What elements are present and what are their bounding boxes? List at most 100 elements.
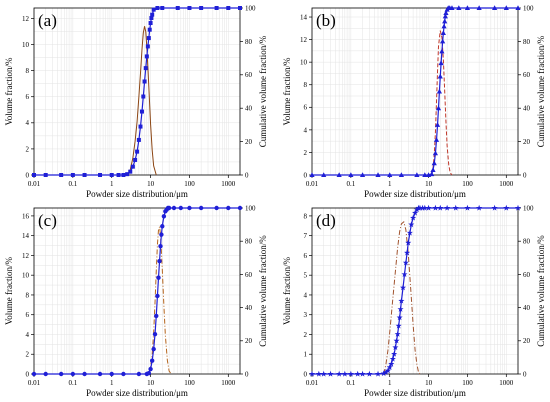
cumulative-point xyxy=(143,66,148,71)
cumulative-point xyxy=(336,370,343,377)
cumulative-point xyxy=(336,172,342,177)
chart-panel-2: 0.01 0.1 1 10 100 1000 0 2 4 6 8 10 12 14 16 0 20 40 60 80 1… xyxy=(4,204,268,398)
frequency-curve xyxy=(148,226,172,375)
y2-tick-label: 60 xyxy=(523,271,531,279)
cumulative-point xyxy=(464,5,471,10)
y-tick-label: 10 xyxy=(22,272,30,280)
x-tick-label: 1 xyxy=(388,180,392,188)
x-tick-label: 0.01 xyxy=(28,180,41,188)
y-tick-label: 16 xyxy=(22,212,30,220)
cumulative-point xyxy=(121,173,126,177)
cumulative-point xyxy=(432,204,439,211)
cumulative-point xyxy=(430,167,436,172)
y2-tick-label: 0 xyxy=(245,370,249,378)
cumulative-point xyxy=(109,371,114,377)
cumulative-point xyxy=(315,370,322,377)
cumulative-point xyxy=(158,243,163,249)
y2-tick-label: 80 xyxy=(245,38,253,46)
cumulative-point xyxy=(141,94,146,99)
y-axis-title: Volume fraction/% xyxy=(282,57,292,126)
cumulative-point xyxy=(327,370,334,377)
cumulative-point xyxy=(491,204,498,211)
cumulative-point xyxy=(386,364,393,370)
panel-letter: (d) xyxy=(316,211,336,230)
y-tick-label: 1 xyxy=(304,351,308,359)
x-tick-label: 100 xyxy=(184,180,195,188)
cumulative-point xyxy=(171,205,177,211)
cumulative-point xyxy=(440,38,446,44)
y-tick-label: 0 xyxy=(304,171,308,179)
cumulative-point xyxy=(308,370,316,377)
y2-tick-label: 40 xyxy=(523,105,531,113)
cumulative-point xyxy=(393,337,400,344)
cumulative-point xyxy=(178,205,184,211)
cumulative-point xyxy=(438,60,444,66)
y2-tick-label: 20 xyxy=(245,138,253,146)
panel-letter: (b) xyxy=(316,11,336,30)
y-axis-title: Volume fraction/% xyxy=(4,256,14,325)
cumulative-point xyxy=(157,258,162,264)
cumulative-point xyxy=(431,160,437,166)
x-tick-label: 1 xyxy=(388,379,392,387)
x-tick-label: 10 xyxy=(425,180,433,188)
cumulative-point xyxy=(402,259,409,266)
cumulative-point xyxy=(321,172,327,177)
grid xyxy=(311,208,519,375)
x-tick-label: 1 xyxy=(110,379,114,387)
cumulative-point xyxy=(149,358,155,363)
cumulative-point xyxy=(152,331,158,337)
x-tick-label: 1 xyxy=(110,180,114,188)
y-tick-label: 14 xyxy=(22,232,30,240)
y2-tick-label: 20 xyxy=(523,337,531,345)
cumulative-point xyxy=(439,48,445,54)
y-tick-label: 7 xyxy=(304,232,308,240)
cumulative-point xyxy=(421,204,428,211)
y-axis-title: Volume fraction/% xyxy=(282,256,292,325)
x-tick-label: 0.1 xyxy=(68,180,77,188)
cumulative-point xyxy=(388,360,395,367)
cumulative-point xyxy=(374,370,382,377)
y-tick-label: 8 xyxy=(304,212,308,220)
y-tick-label: 10 xyxy=(300,59,308,67)
cumulative-point xyxy=(166,205,172,211)
cumulative-point xyxy=(434,122,441,127)
cumulative-point xyxy=(399,284,407,291)
cumulative-point xyxy=(70,371,76,377)
y2-tick-label: 80 xyxy=(523,238,531,246)
cumulative-point xyxy=(128,169,133,174)
cumulative-point xyxy=(354,370,361,377)
y-tick-label: 2 xyxy=(304,331,308,339)
cumulative-point xyxy=(442,13,448,19)
plot-frame xyxy=(33,7,241,176)
y-tick-label: 6 xyxy=(304,252,308,260)
y-tick-label: 4 xyxy=(304,291,308,299)
x-tick-label: 1000 xyxy=(499,180,514,188)
y2-tick-label: 40 xyxy=(245,304,253,312)
y-tick-label: 12 xyxy=(300,36,308,44)
cumulative-point xyxy=(125,172,130,177)
y-tick-label: 6 xyxy=(26,311,30,319)
cumulative-point xyxy=(444,204,451,211)
cumulative-point xyxy=(130,164,135,169)
cumulative-point xyxy=(414,172,420,177)
cumulative-point xyxy=(397,306,404,312)
cumulative-point xyxy=(59,173,64,177)
chart-panel-0: 0.01 0.1 1 10 100 1000024681012020406080100Po… xyxy=(4,4,268,199)
cumulative-point xyxy=(159,232,164,237)
cumulative-point xyxy=(149,16,154,21)
cumulative-point xyxy=(359,172,366,177)
cumulative-point xyxy=(404,249,411,256)
y2-tick-label: 60 xyxy=(523,71,531,79)
cumulative-point xyxy=(43,371,48,377)
y-tick-label: 4 xyxy=(304,126,308,134)
cumulative-point xyxy=(146,370,152,376)
y-tick-label: 6 xyxy=(26,93,30,101)
cumulative-point xyxy=(503,204,510,211)
cumulative-point xyxy=(452,204,459,211)
cumulative-point xyxy=(151,7,156,12)
chart-panel-1: 0.01 0.1 1 10 100 1000 0 2 4 6 8 10 12 14 0 20 40 60 80 100… xyxy=(282,4,546,199)
x-tick-label: 0.1 xyxy=(346,180,355,188)
cumulative-point xyxy=(443,10,449,16)
cumulative-point xyxy=(391,350,398,357)
